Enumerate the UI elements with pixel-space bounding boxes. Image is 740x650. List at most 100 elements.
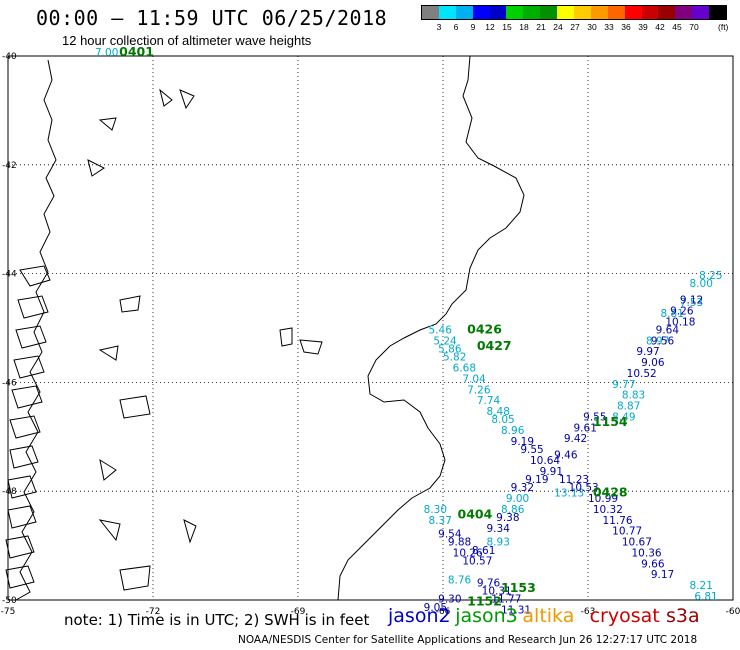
latitude-tick-label: -50 [2, 596, 17, 606]
color-swatch [506, 6, 524, 19]
color-scale-ticks: (ft) 3 6 9 12 15 18 21 24 27 30 33 36 39 42 45 70 [421, 20, 729, 34]
color-scale-tick-label: 6 [453, 22, 459, 32]
wave-height-label: 5.82 [443, 352, 466, 364]
color-swatch [422, 6, 439, 19]
wave-height-label: 9.30 [438, 594, 461, 606]
wave-height-label: 8.30 [424, 504, 447, 516]
color-scale-unit: (ft) [718, 22, 729, 32]
color-scale-tick-label: 30 [587, 22, 597, 32]
color-scale-tick-label: 70 [689, 22, 699, 32]
color-swatch [472, 6, 490, 19]
pass-time-label: 0428 [593, 485, 628, 500]
wave-height-label: 9.17 [651, 569, 674, 581]
color-swatch [607, 6, 625, 19]
color-swatch [641, 6, 659, 19]
wave-height-label: 8.86 [501, 504, 525, 516]
wave-height-label: 9.12 [680, 295, 703, 307]
wave-height-label: 8.97 [646, 335, 669, 347]
wave-height-label: 8.37 [429, 515, 452, 527]
pass-time-label: 0427 [477, 338, 512, 353]
longitude-tick-label: -69 [291, 607, 306, 617]
wave-height-label: 9.55 [583, 411, 606, 423]
legend-jason3: jason3 [455, 605, 518, 627]
color-swatch [574, 6, 591, 19]
wave-height-label: 10.31 [482, 586, 512, 598]
map-subtitle: 12 hour collection of altimeter wave hei… [62, 33, 312, 48]
wave-height-label: 8.00 [690, 278, 713, 290]
wave-height-label: 10.53 [569, 482, 599, 494]
latitude-tick-label: -42 [2, 161, 17, 171]
wave-height-label: 8.21 [690, 580, 713, 592]
wave-height-label: 8.49 [612, 411, 635, 423]
wave-height-label: 9.26 [670, 305, 694, 317]
longitude-tick-label: -72 [146, 607, 161, 617]
wave-height-label: 11.31 [501, 605, 531, 617]
color-scale-tick-label: 24 [553, 22, 563, 32]
wave-height-label: 9.77 [612, 379, 635, 391]
color-swatch [489, 6, 507, 19]
wave-height-label: 10.77 [612, 526, 642, 538]
chile-islands [5, 265, 51, 589]
wave-height-label: 6.81 [694, 591, 717, 603]
longitude-tick-label: -63 [581, 607, 596, 617]
altimeter-tracks: 7.00 5.465.245.865.826.687.047.267.748.48… [95, 47, 723, 617]
wave-height-label: 8.81 [661, 308, 684, 320]
wave-height-label: 10.32 [593, 504, 623, 516]
color-scale-tick-label: 27 [570, 22, 580, 32]
wave-height-label: 8.96 [501, 425, 525, 437]
color-scale-tick-label: 42 [655, 22, 665, 32]
chile-coastline [15, 59, 57, 601]
color-swatch [523, 6, 541, 19]
wave-height-label: 8.25 [699, 270, 722, 282]
wave-height-label: 10.52 [627, 368, 657, 380]
color-swatch [455, 6, 473, 19]
wave-height-label: 9.05 [424, 602, 447, 614]
map-title: 00:00 – 11:59 UTC 06/25/2018 [36, 6, 388, 30]
wave-height-label: 7.74 [477, 395, 501, 407]
wave-height-label: 9.32 [511, 482, 534, 494]
wave-height-label: 6.68 [453, 363, 476, 375]
wave-height-label: 9.88 [448, 537, 471, 549]
wave-height-label: 9.97 [636, 346, 659, 358]
latitude-tick-label: -48 [2, 487, 17, 497]
wave-height-label: 10.67 [622, 537, 652, 549]
pass-time-label: 1152 [467, 593, 502, 608]
color-swatch [658, 6, 676, 19]
wave-height-label: 5.24 [433, 335, 457, 347]
latitude-tick-label: -40 [2, 52, 17, 62]
wave-height-label: 10.64 [530, 455, 560, 467]
wave-height-label: 9.91 [540, 466, 563, 478]
wave-height-label: 10.26 [453, 547, 483, 559]
latitude-tick-label: -46 [2, 378, 17, 388]
color-scale-tick-label: 3 [436, 22, 442, 32]
color-swatch [692, 6, 710, 19]
wave-height-label: 9.61 [574, 422, 597, 434]
color-scale-tick-label: 45 [672, 22, 682, 32]
color-swatch [590, 6, 608, 19]
longitude-tick-label: -66 [436, 607, 451, 617]
wave-height-label: 10.99 [588, 493, 618, 505]
wave-height-label: 9.66 [641, 558, 665, 570]
wave-height-label: 10.18 [665, 316, 695, 328]
color-swatch [438, 6, 456, 19]
wave-height-label: 13.13 [554, 488, 584, 500]
coastline [5, 55, 525, 601]
pass-time-label: 0426 [467, 321, 502, 336]
wave-height-label: 10.57 [462, 556, 492, 568]
wave-height-label: 9.55 [520, 444, 543, 456]
color-swatch [624, 6, 642, 19]
wave-height-label: 9.76 [477, 577, 501, 589]
wave-height-label: 5.86 [438, 343, 462, 355]
legend-s3a: s3a [666, 605, 700, 627]
map-grid [7, 55, 734, 601]
color-scale-tick-label: 18 [519, 22, 529, 32]
pass-time-label: 0401 [119, 44, 154, 59]
wave-height-label: 9.34 [487, 523, 511, 535]
wave-height-label: 9.19 [525, 474, 548, 486]
latitude-tick-label: -44 [2, 270, 17, 280]
wave-height-label: 11.76 [603, 515, 633, 527]
pass-time-label: 1153 [501, 580, 536, 595]
wave-height-label: 9.19 [511, 436, 534, 448]
longitude-tick-label: -75 [1, 607, 16, 617]
